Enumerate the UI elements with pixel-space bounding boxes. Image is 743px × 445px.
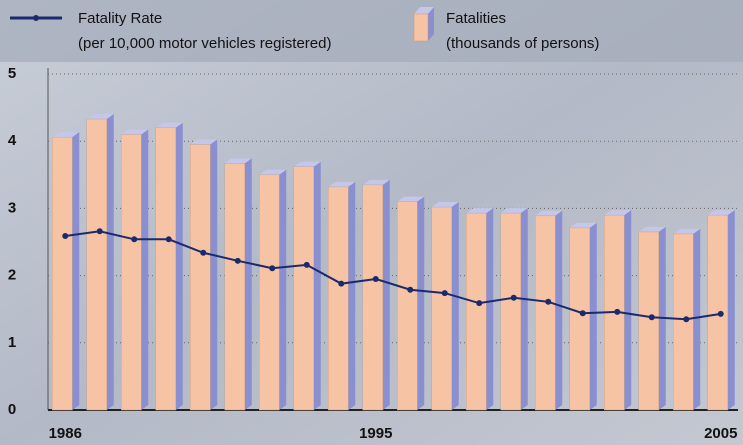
x-tick-label: 1995 — [359, 425, 392, 442]
bar — [397, 202, 417, 410]
bar — [708, 215, 728, 410]
bar-side — [176, 123, 183, 410]
x-tick-label: 2005 — [704, 425, 737, 442]
legend-sublabel: (thousands of persons) — [446, 35, 599, 52]
bar — [501, 213, 521, 410]
bar — [432, 207, 452, 410]
legend-cube-front — [414, 14, 428, 41]
bar-side — [210, 140, 217, 410]
x-tick-label: 1986 — [49, 425, 82, 442]
bar — [121, 134, 141, 410]
y-tick-label: 2 — [8, 267, 16, 284]
bar — [190, 145, 210, 410]
legend-label: Fatalities — [446, 10, 506, 27]
line-marker — [442, 290, 448, 296]
legend-marker — [33, 15, 39, 21]
y-tick-label: 0 — [8, 401, 16, 418]
bar-side — [521, 208, 528, 410]
bar-side — [486, 208, 493, 410]
line-marker — [97, 228, 103, 234]
bar-side — [107, 114, 114, 410]
bar-side — [72, 132, 79, 410]
line-marker — [131, 236, 137, 242]
bar-side — [141, 129, 148, 410]
line-marker — [269, 265, 275, 271]
bar — [639, 232, 659, 410]
line-marker — [200, 250, 206, 256]
bar — [225, 163, 245, 410]
bar — [466, 213, 486, 410]
bar — [363, 185, 383, 410]
bar — [52, 137, 72, 410]
line-marker — [235, 258, 241, 264]
bar-side — [383, 180, 390, 410]
legend-sublabel: (per 10,000 motor vehicles registered) — [78, 35, 331, 52]
y-tick-label: 5 — [8, 65, 16, 82]
bar — [156, 128, 176, 410]
line-marker — [511, 295, 517, 301]
bar — [570, 228, 590, 410]
bar — [87, 119, 107, 410]
line-marker — [476, 300, 482, 306]
line-marker — [718, 311, 724, 317]
bar — [294, 167, 314, 410]
bar — [673, 234, 693, 410]
y-tick-label: 1 — [8, 334, 16, 351]
bar-side — [590, 223, 597, 410]
line-marker — [545, 299, 551, 305]
bar-side — [245, 158, 252, 410]
chart: 0 1 2 3 4 5 1986 1995 2005 Fatality Rate (per 10… — [0, 0, 743, 445]
line-marker — [166, 236, 172, 242]
bar-side — [624, 210, 631, 410]
bar-side — [728, 210, 735, 410]
line-marker — [614, 309, 620, 315]
line-marker — [62, 233, 68, 239]
y-tick-label: 3 — [8, 199, 16, 216]
line-marker — [338, 281, 344, 287]
line-marker — [304, 262, 310, 268]
bar-side — [452, 202, 459, 410]
bar — [535, 216, 555, 410]
bar — [328, 187, 348, 410]
line-marker — [683, 316, 689, 322]
line-marker — [649, 314, 655, 320]
bar — [259, 175, 279, 410]
line-marker — [407, 287, 413, 293]
bar-side — [693, 229, 700, 410]
bar-side — [348, 182, 355, 410]
bar-side — [417, 197, 424, 410]
bar-side — [555, 211, 562, 410]
line-marker — [373, 276, 379, 282]
bar-side — [279, 170, 286, 410]
legend-label: Fatality Rate — [78, 10, 162, 27]
line-marker — [580, 310, 586, 316]
y-tick-label: 4 — [8, 132, 17, 149]
bar-side — [314, 162, 321, 410]
